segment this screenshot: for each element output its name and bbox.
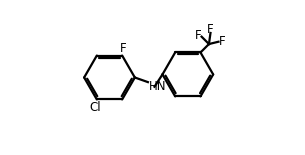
Text: F: F <box>120 42 126 55</box>
Text: F: F <box>195 29 202 42</box>
Text: HN: HN <box>149 80 166 93</box>
Text: F: F <box>207 23 214 36</box>
Text: F: F <box>219 35 226 48</box>
Text: Cl: Cl <box>89 101 101 114</box>
